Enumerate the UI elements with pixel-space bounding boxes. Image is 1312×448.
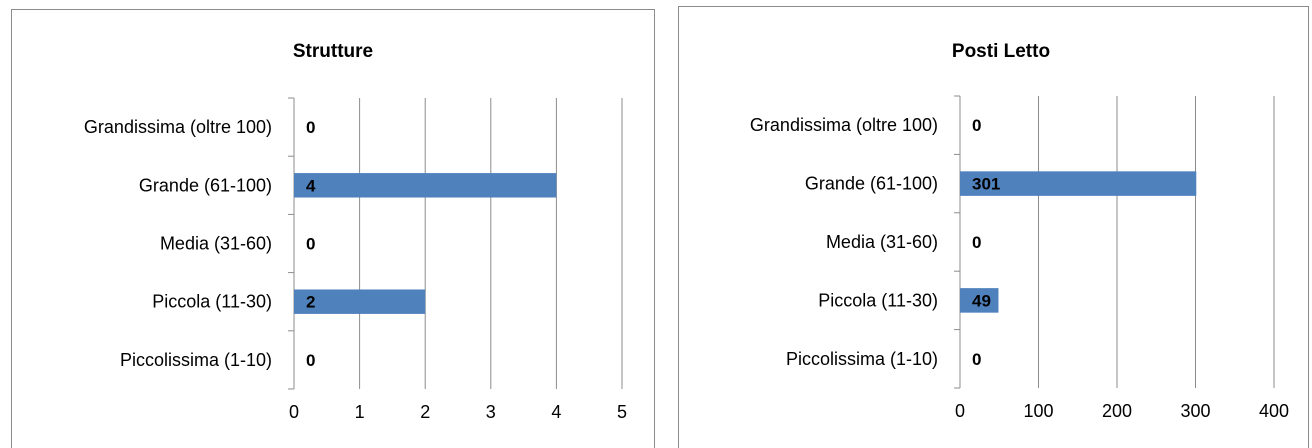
category-label: Grandissima (oltre 100)	[750, 115, 938, 135]
category-label: Piccola (11-30)	[152, 292, 272, 312]
chart-title: Posti Letto	[952, 41, 1050, 62]
x-tick-label: 0	[289, 402, 299, 422]
bar	[294, 173, 557, 198]
chart-posti-letto: Posti Letto 0 100 200 300 400 Grandissima (ol…	[674, 0, 1312, 448]
category-label: Grande (61-100)	[139, 175, 272, 195]
chart-posti-letto-svg: Posti Letto 0 100 200 300 400 Grandissima (ol…	[678, 6, 1309, 448]
plot-area: 0 1 2 3 4 5 Grandissima (oltre 100) 0 Grande (61…	[84, 97, 627, 422]
x-tick-label: 2	[420, 402, 430, 422]
category-label: Grande (61-100)	[805, 174, 938, 194]
plot-area: 0 100 200 300 400 Grandissima (oltre 100) 0 Gra…	[750, 95, 1289, 421]
bar	[960, 171, 1197, 196]
data-label: 0	[972, 350, 981, 369]
data-label: 49	[972, 291, 991, 310]
x-tick-label: 0	[955, 401, 965, 421]
data-label: 0	[306, 118, 315, 137]
bar	[294, 289, 426, 314]
category-label: Grandissima (oltre 100)	[84, 117, 272, 137]
category-label: Media (31-60)	[160, 234, 272, 254]
x-tick-label: 1	[355, 402, 365, 422]
data-label: 4	[306, 176, 316, 195]
category-label: Piccolissima (1-10)	[120, 350, 272, 370]
chart-frame	[678, 6, 1309, 448]
data-label: 0	[972, 116, 981, 135]
x-tick-label: 300	[1180, 401, 1210, 421]
x-tick-label: 100	[1023, 401, 1053, 421]
category-label: Piccolissima (1-10)	[786, 349, 938, 369]
chart-title: Strutture	[293, 41, 373, 62]
category-label: Piccola (11-30)	[818, 290, 938, 310]
chart-strutture: Strutture 0 1 2 3 4 5 Grandissima (oltre 100) 0…	[11, 9, 655, 448]
x-tick-label: 5	[617, 402, 627, 422]
data-label: 0	[306, 351, 315, 370]
x-tick-label: 200	[1102, 401, 1132, 421]
data-label: 301	[972, 175, 1000, 194]
x-tick-label: 400	[1259, 401, 1289, 421]
data-label: 2	[306, 293, 315, 312]
bar	[960, 288, 999, 313]
x-tick-label: 3	[486, 402, 496, 422]
x-tick-label: 4	[551, 402, 561, 422]
chart-frame	[11, 9, 655, 448]
data-label: 0	[306, 235, 315, 254]
data-label: 0	[972, 233, 981, 252]
category-label: Media (31-60)	[826, 232, 938, 252]
